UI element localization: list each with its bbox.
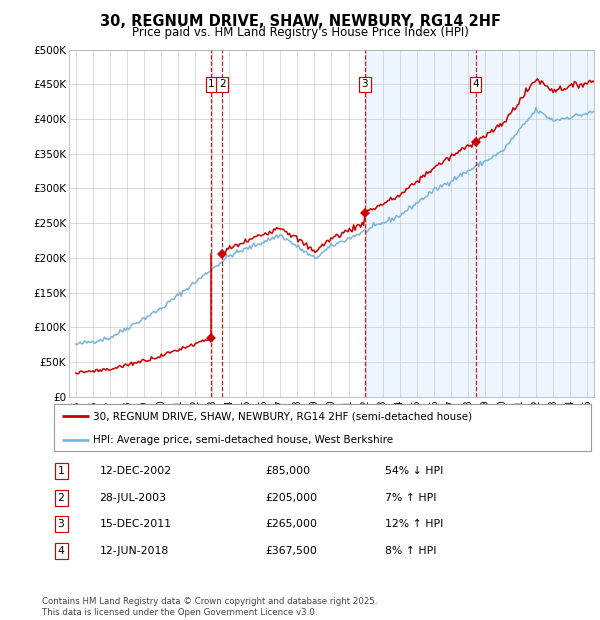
Text: 15-DEC-2011: 15-DEC-2011 [100, 519, 172, 529]
Text: 12% ↑ HPI: 12% ↑ HPI [385, 519, 443, 529]
Text: £265,000: £265,000 [265, 519, 317, 529]
Text: £367,500: £367,500 [265, 546, 317, 556]
Text: Contains HM Land Registry data © Crown copyright and database right 2025.
This d: Contains HM Land Registry data © Crown c… [42, 598, 377, 617]
Text: 4: 4 [472, 79, 479, 89]
Text: 4: 4 [58, 546, 64, 556]
FancyBboxPatch shape [54, 404, 591, 451]
Text: 2: 2 [58, 492, 64, 503]
Text: 3: 3 [58, 519, 64, 529]
Text: 30, REGNUM DRIVE, SHAW, NEWBURY, RG14 2HF (semi-detached house): 30, REGNUM DRIVE, SHAW, NEWBURY, RG14 2H… [93, 411, 472, 421]
Text: 54% ↓ HPI: 54% ↓ HPI [385, 466, 443, 476]
Text: 8% ↑ HPI: 8% ↑ HPI [385, 546, 436, 556]
Text: 12-DEC-2002: 12-DEC-2002 [100, 466, 172, 476]
Text: 1: 1 [58, 466, 64, 476]
Text: £205,000: £205,000 [265, 492, 317, 503]
Text: 1: 1 [208, 79, 215, 89]
Text: 28-JUL-2003: 28-JUL-2003 [100, 492, 167, 503]
Text: 2: 2 [219, 79, 226, 89]
Text: £85,000: £85,000 [265, 466, 310, 476]
Text: HPI: Average price, semi-detached house, West Berkshire: HPI: Average price, semi-detached house,… [93, 435, 394, 445]
Bar [365, 50, 594, 397]
Text: 7% ↑ HPI: 7% ↑ HPI [385, 492, 436, 503]
Text: 30, REGNUM DRIVE, SHAW, NEWBURY, RG14 2HF: 30, REGNUM DRIVE, SHAW, NEWBURY, RG14 2H… [100, 14, 500, 29]
Text: 3: 3 [362, 79, 368, 89]
Text: 12-JUN-2018: 12-JUN-2018 [100, 546, 169, 556]
Text: Price paid vs. HM Land Registry's House Price Index (HPI): Price paid vs. HM Land Registry's House … [131, 26, 469, 38]
